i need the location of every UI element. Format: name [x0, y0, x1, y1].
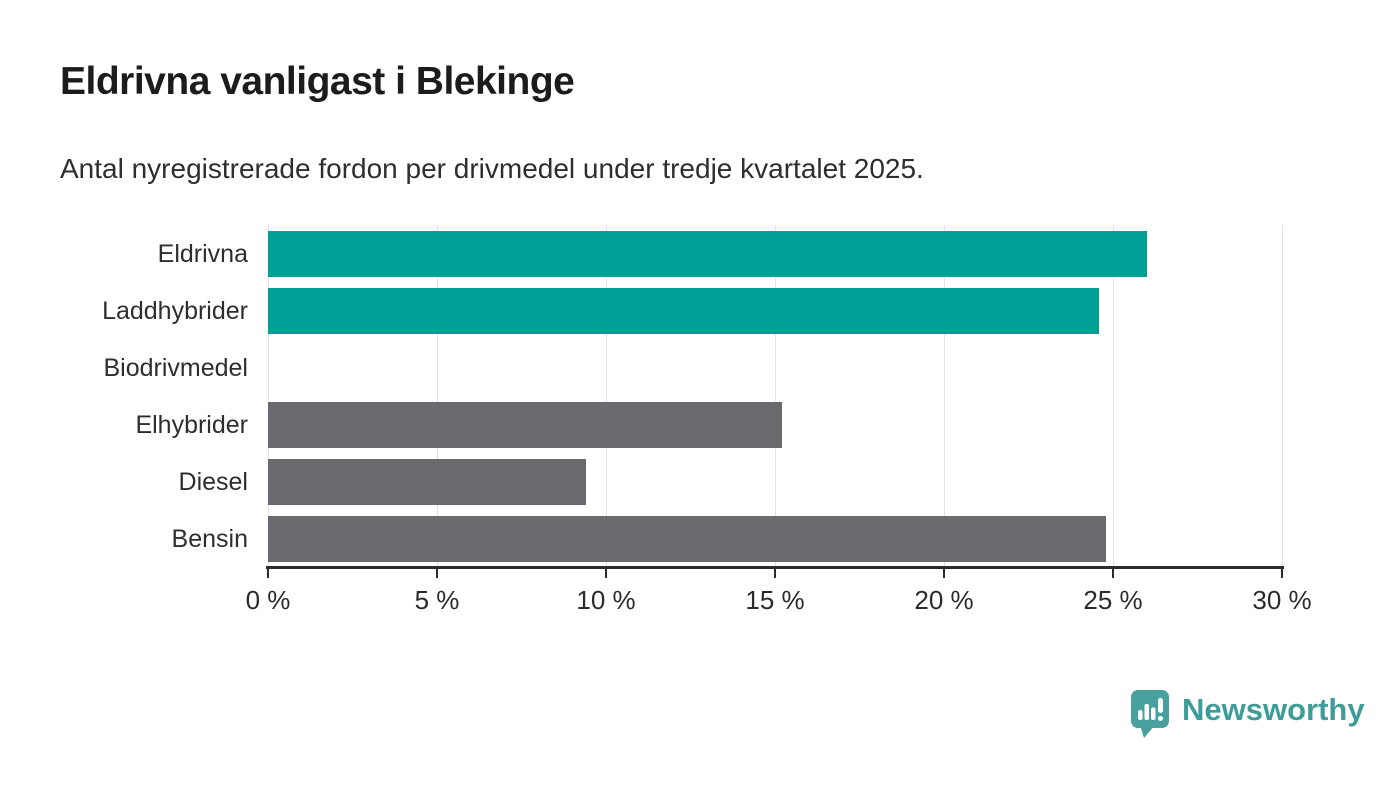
- bar-laddhybrider: [268, 287, 1100, 334]
- x-tick-5: [436, 569, 438, 578]
- gridline-25: [1113, 225, 1114, 567]
- x-tick-25: [1112, 569, 1114, 578]
- gridline-20: [944, 225, 945, 567]
- plot-area: [268, 225, 1283, 567]
- newsworthy-logo: Newsworthy: [1131, 690, 1365, 740]
- x-tick-label-5: 5 %: [414, 585, 460, 615]
- bar-elhybrider: [268, 401, 782, 448]
- x-tick-label-10: 10 %: [576, 585, 636, 615]
- x-tick-label-20: 20 %: [914, 585, 974, 615]
- x-tick-label-15: 15 %: [745, 585, 805, 615]
- gridline-0: [268, 225, 269, 567]
- bar-eldrivna: [268, 230, 1147, 277]
- x-tick-label-25: 25 %: [1083, 585, 1143, 615]
- gridline-30: [1282, 225, 1283, 567]
- gridline-10: [606, 225, 607, 567]
- x-axis-line: [266, 566, 1284, 569]
- newsworthy-logo-icon: [1131, 690, 1169, 738]
- x-tick-30: [1281, 569, 1283, 578]
- category-label-elhybrider: Elhybrider: [135, 410, 248, 439]
- x-tick-15: [774, 569, 776, 578]
- chart-title: Eldrivna vanligast i Blekinge: [60, 60, 575, 103]
- category-label-laddhybrider: Laddhybrider: [102, 296, 248, 325]
- category-label-diesel: Diesel: [178, 467, 248, 496]
- category-label-eldrivna: Eldrivna: [157, 239, 248, 268]
- category-label-bensin: Bensin: [171, 524, 248, 553]
- x-tick-label-0: 0 %: [245, 585, 291, 615]
- x-tick-0: [267, 569, 269, 578]
- bar-bensin: [268, 515, 1107, 562]
- newsworthy-logo-text: Newsworthy: [1182, 692, 1365, 727]
- category-label-biodrivmedel: Biodrivmedel: [103, 353, 248, 382]
- gridline-15: [775, 225, 776, 567]
- x-tick-10: [605, 569, 607, 578]
- gridline-5: [437, 225, 438, 567]
- x-tick-20: [943, 569, 945, 578]
- bar-diesel: [268, 458, 586, 505]
- x-tick-label-30: 30 %: [1252, 585, 1312, 615]
- chart-subtitle: Antal nyregistrerade fordon per drivmede…: [60, 153, 924, 184]
